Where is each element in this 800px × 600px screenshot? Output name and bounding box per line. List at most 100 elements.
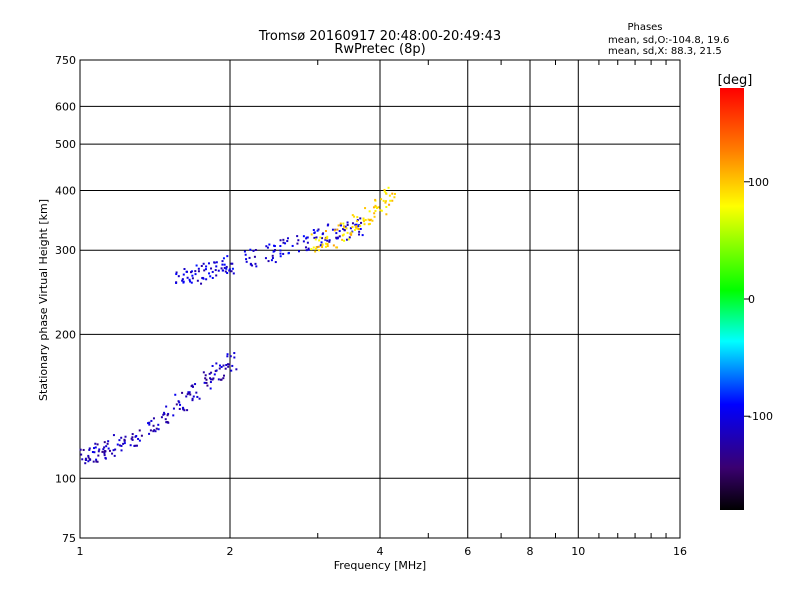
echo-point [88,447,91,450]
echo-point [162,413,165,416]
echo-point [172,407,175,410]
echo-point [226,355,229,358]
echo-point [336,246,339,249]
echo-point [150,419,153,422]
echo-point [296,242,299,245]
echo-point [112,434,115,437]
echo-point [354,229,357,232]
x-tick-label: 1 [77,545,84,558]
echo-point [123,438,126,441]
echo-point [326,245,329,248]
echo-point [364,207,367,210]
echo-point [166,414,169,417]
echo-point [384,201,387,204]
echo-point [204,374,207,377]
echo-point [342,233,345,236]
echo-point [368,210,371,213]
echo-point [203,269,206,272]
echo-point [122,442,125,445]
echo-point [291,244,294,247]
echo-point [205,278,208,281]
echo-point [91,451,94,454]
echo-point [375,207,378,210]
echo-point [316,229,319,232]
echo-point [182,273,185,276]
echo-point [112,449,115,452]
y-tick-label: 75 [62,532,76,545]
echo-point [227,365,230,368]
echo-point [233,356,236,359]
echo-point [264,257,267,260]
echo-point [228,363,231,366]
echo-point [356,227,359,230]
echo-point [297,239,300,242]
echo-point [345,238,348,241]
echo-point [131,433,134,436]
echo-point [359,227,362,230]
echo-point [310,248,313,251]
echo-point [268,243,271,246]
echo-point [103,441,106,444]
echo-point [95,458,98,461]
echo-point [181,406,184,409]
echo-point [229,355,232,358]
echo-point [222,377,225,380]
echo-point [189,280,192,283]
echo-point [385,213,388,216]
echo-point [214,269,217,272]
echo-point [181,279,184,282]
echo-point [79,448,82,451]
echo-point [362,218,365,221]
echo-point [337,224,340,227]
echo-point [343,226,346,229]
echo-point [106,442,109,445]
echo-point [243,250,246,253]
echo-point [325,245,328,248]
echo-point [354,223,357,226]
echo-point [279,249,282,252]
echo-point [379,209,382,212]
echo-point [209,381,212,384]
echo-point [391,192,394,195]
echo-point [205,381,208,384]
echo-point [377,206,380,209]
echo-point [135,444,138,447]
echo-point [155,427,158,430]
echo-point [137,437,140,440]
echo-point [244,253,247,256]
echo-point [130,437,133,440]
echo-point [215,369,218,372]
echo-point [211,364,214,367]
echo-point [351,214,354,217]
echo-point [255,265,258,268]
echo-point [361,234,364,237]
echo-point [317,228,320,231]
echo-point [197,267,200,270]
echo-point [367,218,370,221]
echo-point [343,239,346,242]
echo-point [185,270,188,273]
echo-point [267,260,270,263]
echo-point [342,225,345,228]
echo-point [157,423,160,426]
echo-point [226,255,229,258]
echo-point [175,271,178,274]
echo-point [88,448,91,451]
echo-point [177,275,180,278]
echo-point [393,196,396,199]
echo-point [364,218,367,221]
echo-point [188,391,191,394]
echo-point [382,199,385,202]
echo-point [204,268,207,271]
echo-point [265,245,268,248]
echo-point [225,265,228,268]
y-tick-label: 500 [55,138,76,151]
echo-point [203,381,206,384]
echo-point [349,227,352,230]
echo-point [373,212,376,215]
echo-point [356,216,359,219]
echo-point [314,250,317,253]
echo-point [315,247,318,250]
echo-point [326,239,329,242]
echo-point [228,269,231,272]
